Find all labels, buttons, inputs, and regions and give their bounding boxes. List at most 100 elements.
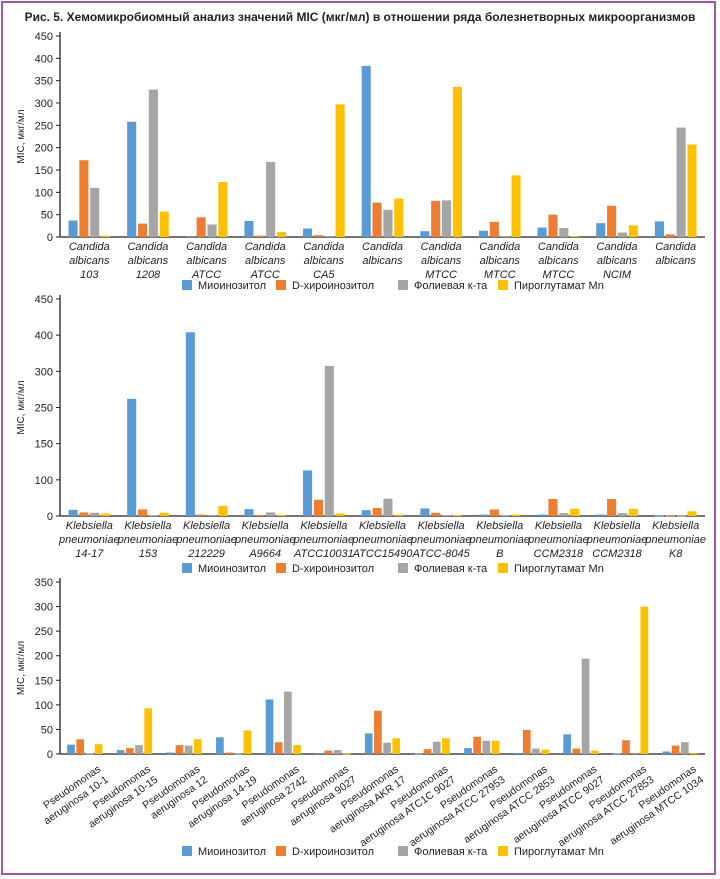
bar-2-5-0 (315, 753, 323, 754)
bar-2-5-3 (342, 753, 351, 755)
category-label: Klebsiella (183, 520, 230, 532)
category-label: Candida (597, 241, 638, 253)
category-label: Klebsiella (652, 520, 699, 532)
category-label: albicans (421, 255, 462, 267)
bar-1-9-1 (607, 499, 617, 516)
figure-title: Рис. 5. Хемомикробиомный анализ значений… (24, 10, 696, 24)
category-label: pneumoniae (351, 534, 413, 546)
bar-2-1-3 (144, 708, 153, 754)
category-label: albicans (597, 255, 638, 267)
bar-2-8-2 (482, 740, 491, 754)
bar-1-8-1 (548, 499, 558, 516)
legend-swatch (276, 846, 286, 856)
bar-0-7-3 (511, 175, 521, 237)
legend-label: Пироглутамат Mn (514, 563, 604, 575)
category-label: 103 (80, 269, 99, 281)
legend-label: D-хироинозитол (292, 280, 374, 292)
legend-label: Пироглутамат Mn (514, 280, 604, 292)
y-tick-label: 0 (47, 749, 53, 761)
category-label: MTCC (484, 269, 516, 281)
bar-1-0-1 (79, 512, 89, 516)
category-label: pneumoniae (586, 534, 648, 546)
bar-1-0-3 (101, 513, 111, 516)
bar-1-10-2 (676, 515, 686, 517)
category-label: CCM2318 (592, 548, 642, 560)
bar-2-7-3 (442, 738, 450, 754)
bar-1-1-1 (137, 509, 148, 516)
category-label: ATCC (250, 269, 280, 281)
bar-1-7-0 (478, 514, 489, 516)
bar-0-10-0 (654, 221, 664, 237)
bar-0-5-2 (383, 209, 393, 237)
bar-2-3-1 (225, 752, 233, 754)
bar-0-10-1 (665, 234, 675, 237)
bar-1-7-2 (500, 515, 510, 517)
bar-1-3-1 (255, 514, 265, 516)
y-tick-label: 0 (47, 232, 53, 244)
legend-swatch (182, 563, 192, 573)
category-label: Klebsiella (359, 520, 406, 532)
category-label: 14-17 (75, 548, 104, 560)
category-label: pneumoniae (293, 534, 355, 546)
category-label: albicans (128, 255, 169, 267)
bar-1-8-0 (537, 514, 547, 516)
legend-label: Миоинозитол (198, 563, 266, 575)
bar-0-0-1 (79, 160, 89, 237)
bar-0-2-0 (185, 236, 195, 237)
bar-0-3-1 (255, 235, 265, 237)
bar-0-8-3 (570, 236, 580, 237)
category-label: albicans (245, 255, 286, 267)
category-label: pneumoniae (644, 534, 706, 546)
legend-swatch (276, 280, 286, 290)
bar-2-2-1 (175, 745, 184, 754)
legend-label: Миоинозитол (198, 280, 266, 292)
y-axis-label: MIC, мкг/мл (16, 641, 27, 695)
category-label: MTCC (543, 269, 575, 281)
bar-0-7-1 (489, 221, 499, 237)
legend-label: Фолиевая к-та (414, 563, 488, 575)
bar-1-2-3 (218, 505, 228, 516)
bar-0-1-2 (148, 89, 158, 237)
legend-label: D-хироинозитол (292, 563, 374, 575)
bar-1-0-0 (68, 509, 78, 516)
bar-2-12-0 (662, 751, 671, 754)
bar-2-2-2 (184, 745, 193, 754)
bar-0-4-1 (313, 235, 323, 237)
bar-1-3-2 (266, 512, 276, 516)
legend-swatch (398, 846, 408, 856)
y-axis-label: MIC, мкг/мл (16, 380, 27, 434)
category-label: pneumoniae (58, 534, 120, 546)
bar-0-9-1 (607, 205, 617, 237)
bar-2-5-2 (333, 750, 342, 754)
bar-2-7-0 (414, 753, 423, 755)
category-label: CCM2318 (534, 548, 584, 560)
legend-swatch (498, 563, 508, 573)
y-tick-label: 300 (35, 98, 53, 110)
category-label: Candida (479, 241, 520, 253)
bar-2-12-3 (690, 753, 698, 754)
category-label: B (496, 548, 503, 560)
category-label: pneumoniae (527, 534, 589, 546)
bar-2-6-1 (374, 710, 382, 754)
bar-0-4-2 (324, 236, 334, 237)
y-tick-label: 250 (35, 626, 53, 638)
category-label: Klebsiella (124, 520, 171, 532)
bar-2-0-2 (85, 753, 94, 755)
bar-0-7-0 (478, 230, 489, 237)
legend-label: D-хироинозитол (292, 846, 374, 858)
y-tick-label: 150 (35, 165, 53, 177)
bar-0-6-3 (452, 86, 462, 237)
category-label: albicans (538, 255, 579, 267)
bar-0-4-3 (335, 104, 345, 237)
category-label: Klebsiella (476, 520, 523, 532)
category-label: Candida (186, 241, 227, 253)
y-tick-label: 450 (35, 294, 53, 306)
bar-2-5-1 (324, 750, 333, 754)
y-tick-label: 300 (35, 602, 53, 614)
bar-2-0-0 (67, 744, 75, 754)
bar-1-6-0 (420, 508, 430, 516)
category-label: pneumoniae (117, 534, 179, 546)
bar-2-12-2 (680, 742, 689, 754)
